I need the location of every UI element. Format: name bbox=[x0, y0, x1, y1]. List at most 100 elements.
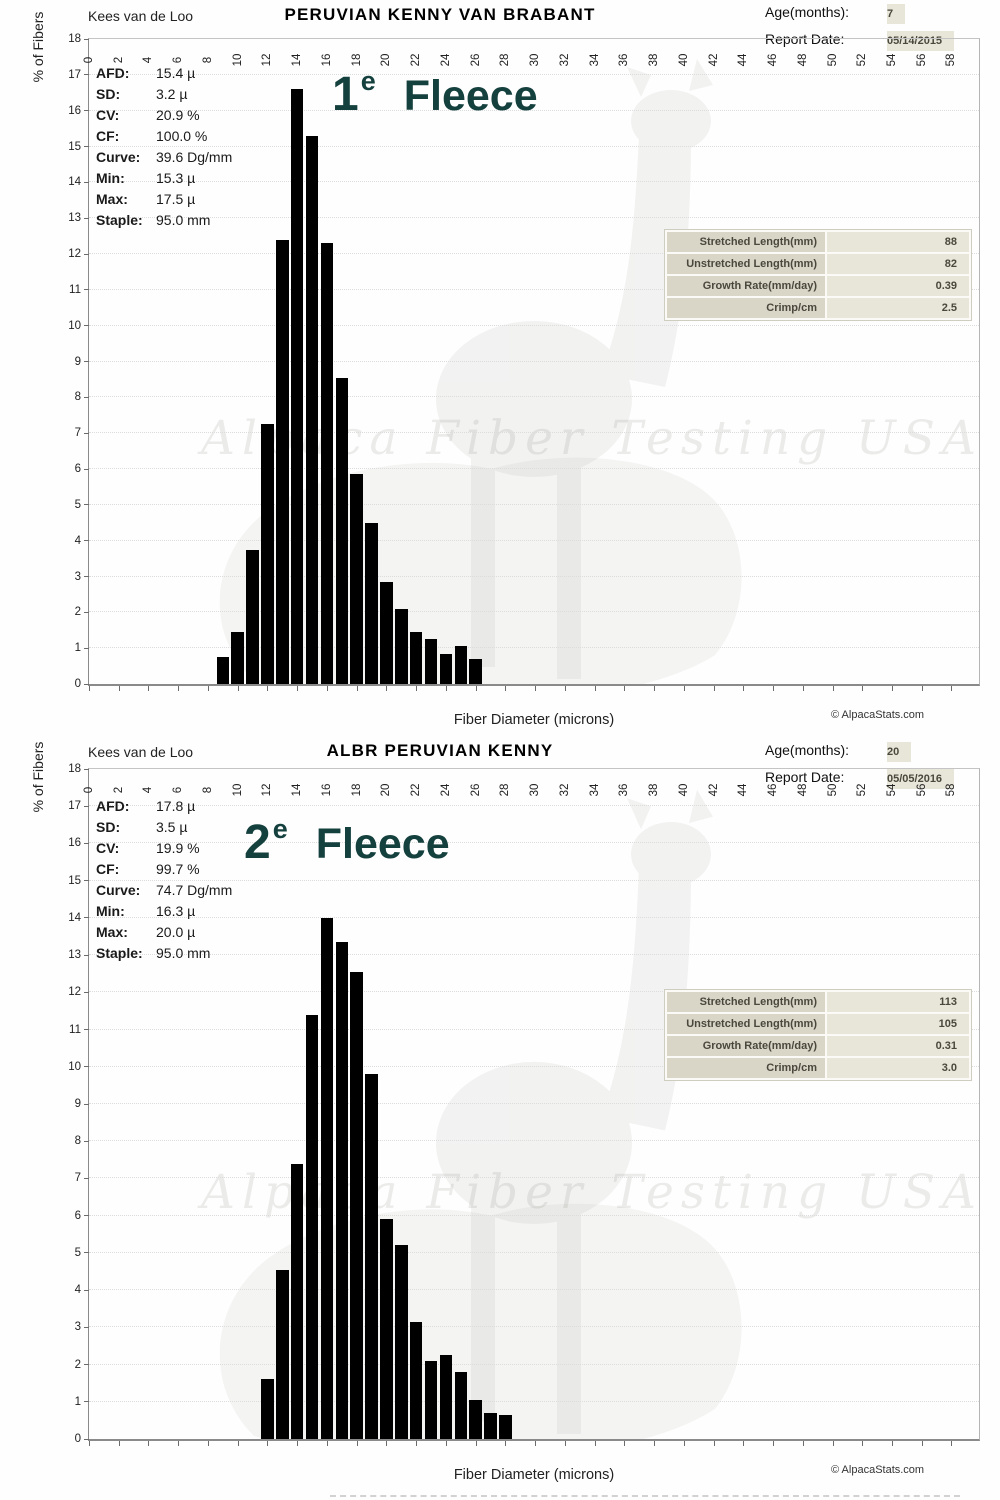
y-tick-label: 13 bbox=[68, 949, 81, 962]
alpacastats-credit: © AlpacaStats.com bbox=[831, 1464, 925, 1476]
stat-value: 95.0 mm bbox=[156, 212, 211, 228]
y-tick-label: 1 bbox=[74, 1395, 81, 1408]
x-tick bbox=[802, 686, 804, 691]
y-tick bbox=[84, 611, 89, 613]
y-tick bbox=[84, 1364, 89, 1366]
histogram-bar bbox=[320, 243, 334, 684]
report-date-label: Report Date: bbox=[765, 769, 845, 785]
page-bottom-cutoff-artifact bbox=[330, 1495, 960, 1497]
gridline bbox=[89, 805, 979, 807]
y-tick bbox=[84, 361, 89, 362]
x-tick-label: 12 bbox=[261, 783, 274, 797]
x-tick bbox=[921, 686, 923, 691]
gridline bbox=[89, 360, 979, 362]
histogram-bar bbox=[439, 1355, 453, 1439]
stat-label: AFD: bbox=[96, 798, 130, 814]
alpaca-watermark-image bbox=[219, 789, 742, 1439]
x-tick bbox=[624, 686, 626, 691]
y-tick-label: 11 bbox=[69, 283, 81, 296]
measurement-row: Stretched Length(mm) 113 bbox=[667, 992, 969, 1012]
y-tick-label: 16 bbox=[68, 104, 81, 117]
histogram-bar bbox=[231, 632, 244, 684]
y-tick bbox=[84, 325, 89, 327]
x-tick-label: 32 bbox=[558, 783, 571, 797]
measurement-value: 0.31 bbox=[827, 1036, 969, 1056]
x-tick bbox=[713, 1441, 715, 1446]
measurement-row: Growth Rate(mm/day) 0.31 bbox=[667, 1036, 969, 1056]
x-tick-label: 34 bbox=[588, 783, 601, 797]
x-tick bbox=[445, 686, 447, 691]
y-tick bbox=[84, 1289, 89, 1291]
x-tick bbox=[683, 686, 685, 691]
x-tick-label: 10 bbox=[231, 783, 244, 797]
y-tick bbox=[84, 146, 89, 147]
fleece-word: Fleece bbox=[403, 72, 538, 120]
fleece-number: 2 bbox=[244, 816, 271, 869]
gridline bbox=[89, 145, 979, 147]
stat-value: 17.5 µ bbox=[156, 191, 196, 207]
x-tick bbox=[207, 686, 209, 691]
gridline bbox=[89, 503, 979, 505]
stat-label: Curve: bbox=[96, 882, 141, 898]
x-tick-label: 38 bbox=[648, 783, 661, 797]
stat-label: CF: bbox=[96, 128, 120, 144]
y-tick-label: 0 bbox=[74, 1433, 81, 1445]
measurement-row: Crimp/cm 3.0 bbox=[667, 1058, 969, 1078]
owner-name: Kees van de Loo bbox=[88, 8, 194, 24]
x-tick bbox=[891, 686, 893, 691]
stat-value: 19.9 % bbox=[156, 840, 200, 856]
stat-row: SD: 3.5 µ bbox=[96, 817, 232, 838]
histogram-bar bbox=[216, 657, 230, 684]
y-tick-label: 12 bbox=[68, 248, 81, 260]
x-tick bbox=[505, 686, 507, 691]
stat-row: Staple: 95.0 mm bbox=[96, 943, 232, 964]
x-tick bbox=[594, 1441, 596, 1446]
y-tick-label: 0 bbox=[74, 678, 81, 690]
gridline bbox=[89, 432, 979, 434]
gridline bbox=[89, 647, 979, 649]
report-panel-first-fleece: Kees van de Loo PERUVIAN KENNY VAN BRABA… bbox=[0, 0, 1000, 732]
y-tick bbox=[84, 1252, 89, 1254]
x-tick-label: 38 bbox=[648, 53, 661, 67]
x-tick-label: 12 bbox=[261, 53, 274, 67]
report-title: ALBR PERUVIAN KENNY bbox=[326, 741, 554, 760]
x-tick-label: 56 bbox=[915, 53, 928, 67]
y-tick-label: 14 bbox=[68, 911, 81, 924]
gridline bbox=[89, 1065, 979, 1067]
histogram-bar bbox=[261, 424, 274, 684]
fleece-word: Fleece bbox=[315, 820, 450, 868]
x-tick bbox=[802, 1441, 804, 1446]
x-tick-label: 26 bbox=[469, 783, 482, 797]
x-tick bbox=[862, 1441, 864, 1446]
stat-row: AFD: 15.4 µ bbox=[96, 63, 232, 84]
stat-row: Min: 15.3 µ bbox=[96, 168, 232, 189]
y-tick bbox=[84, 1215, 89, 1217]
measurement-value: 105 bbox=[827, 1014, 969, 1034]
x-tick-label: 22 bbox=[410, 783, 423, 797]
stat-row: CF: 99.7 % bbox=[96, 859, 232, 880]
stat-row: Curve: 74.7 Dg/mm bbox=[96, 880, 232, 901]
y-tick bbox=[84, 74, 89, 76]
x-tick bbox=[891, 1441, 893, 1446]
x-tick-label: 28 bbox=[499, 783, 512, 797]
gridline bbox=[89, 1140, 979, 1142]
x-tick-label: 46 bbox=[767, 783, 780, 797]
x-tick-label: 48 bbox=[796, 53, 809, 67]
y-tick bbox=[84, 880, 89, 882]
x-tick-label: 42 bbox=[707, 53, 720, 67]
gridline bbox=[89, 468, 979, 469]
y-tick-label: 5 bbox=[74, 1246, 81, 1259]
gridline bbox=[89, 1400, 979, 1402]
y-tick bbox=[84, 842, 89, 844]
y-tick bbox=[84, 805, 89, 807]
histogram-bar bbox=[335, 942, 349, 1439]
x-tick-label: 30 bbox=[529, 783, 542, 797]
x-tick bbox=[773, 1441, 775, 1446]
x-tick-label: 0 bbox=[83, 786, 95, 794]
x-tick-label: 0 bbox=[83, 56, 95, 64]
x-tick bbox=[386, 686, 388, 691]
y-tick-label: 1 bbox=[74, 642, 81, 655]
x-tick-label: 20 bbox=[380, 783, 393, 797]
y-tick-label: 9 bbox=[74, 1098, 81, 1110]
x-tick-label: 56 bbox=[915, 783, 928, 797]
